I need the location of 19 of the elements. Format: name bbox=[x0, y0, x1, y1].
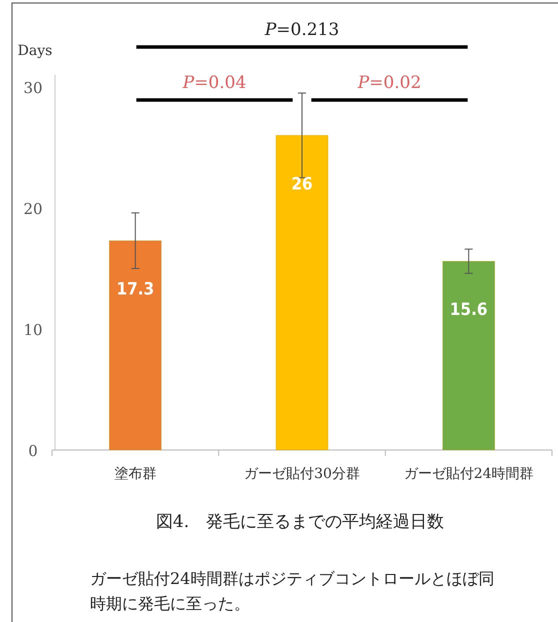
y-tick-label: 10 bbox=[23, 321, 43, 339]
annotation: P=0.02 bbox=[356, 73, 422, 93]
y-axis-title: Days bbox=[18, 43, 52, 59]
y-tick-label: 30 bbox=[23, 79, 43, 97]
text: ガーゼ貼付24時間群はポジティブコントロールとほぼ同時期に発毛に至った。 bbox=[90, 569, 494, 613]
annotation: P=0.04 bbox=[182, 73, 246, 93]
data-label: 15.6 bbox=[450, 300, 488, 320]
data-label: 17.3 bbox=[116, 280, 154, 300]
text: P=0.213 bbox=[264, 20, 340, 40]
bar bbox=[276, 135, 328, 450]
data-label: 26 bbox=[291, 174, 313, 194]
bar bbox=[109, 240, 162, 450]
x-tick-label: ガーゼ貼付24時間群 bbox=[404, 466, 534, 482]
x-tick-label: 塗布群 bbox=[114, 466, 156, 482]
bar bbox=[442, 261, 495, 450]
y-tick-label: 0 bbox=[28, 442, 38, 460]
y-tick-label: 20 bbox=[23, 200, 43, 218]
x-tick-label: ガーゼ貼付30分群 bbox=[244, 466, 360, 482]
text: 図4. 発毛に至るまでの平均経過日数 bbox=[156, 512, 444, 532]
